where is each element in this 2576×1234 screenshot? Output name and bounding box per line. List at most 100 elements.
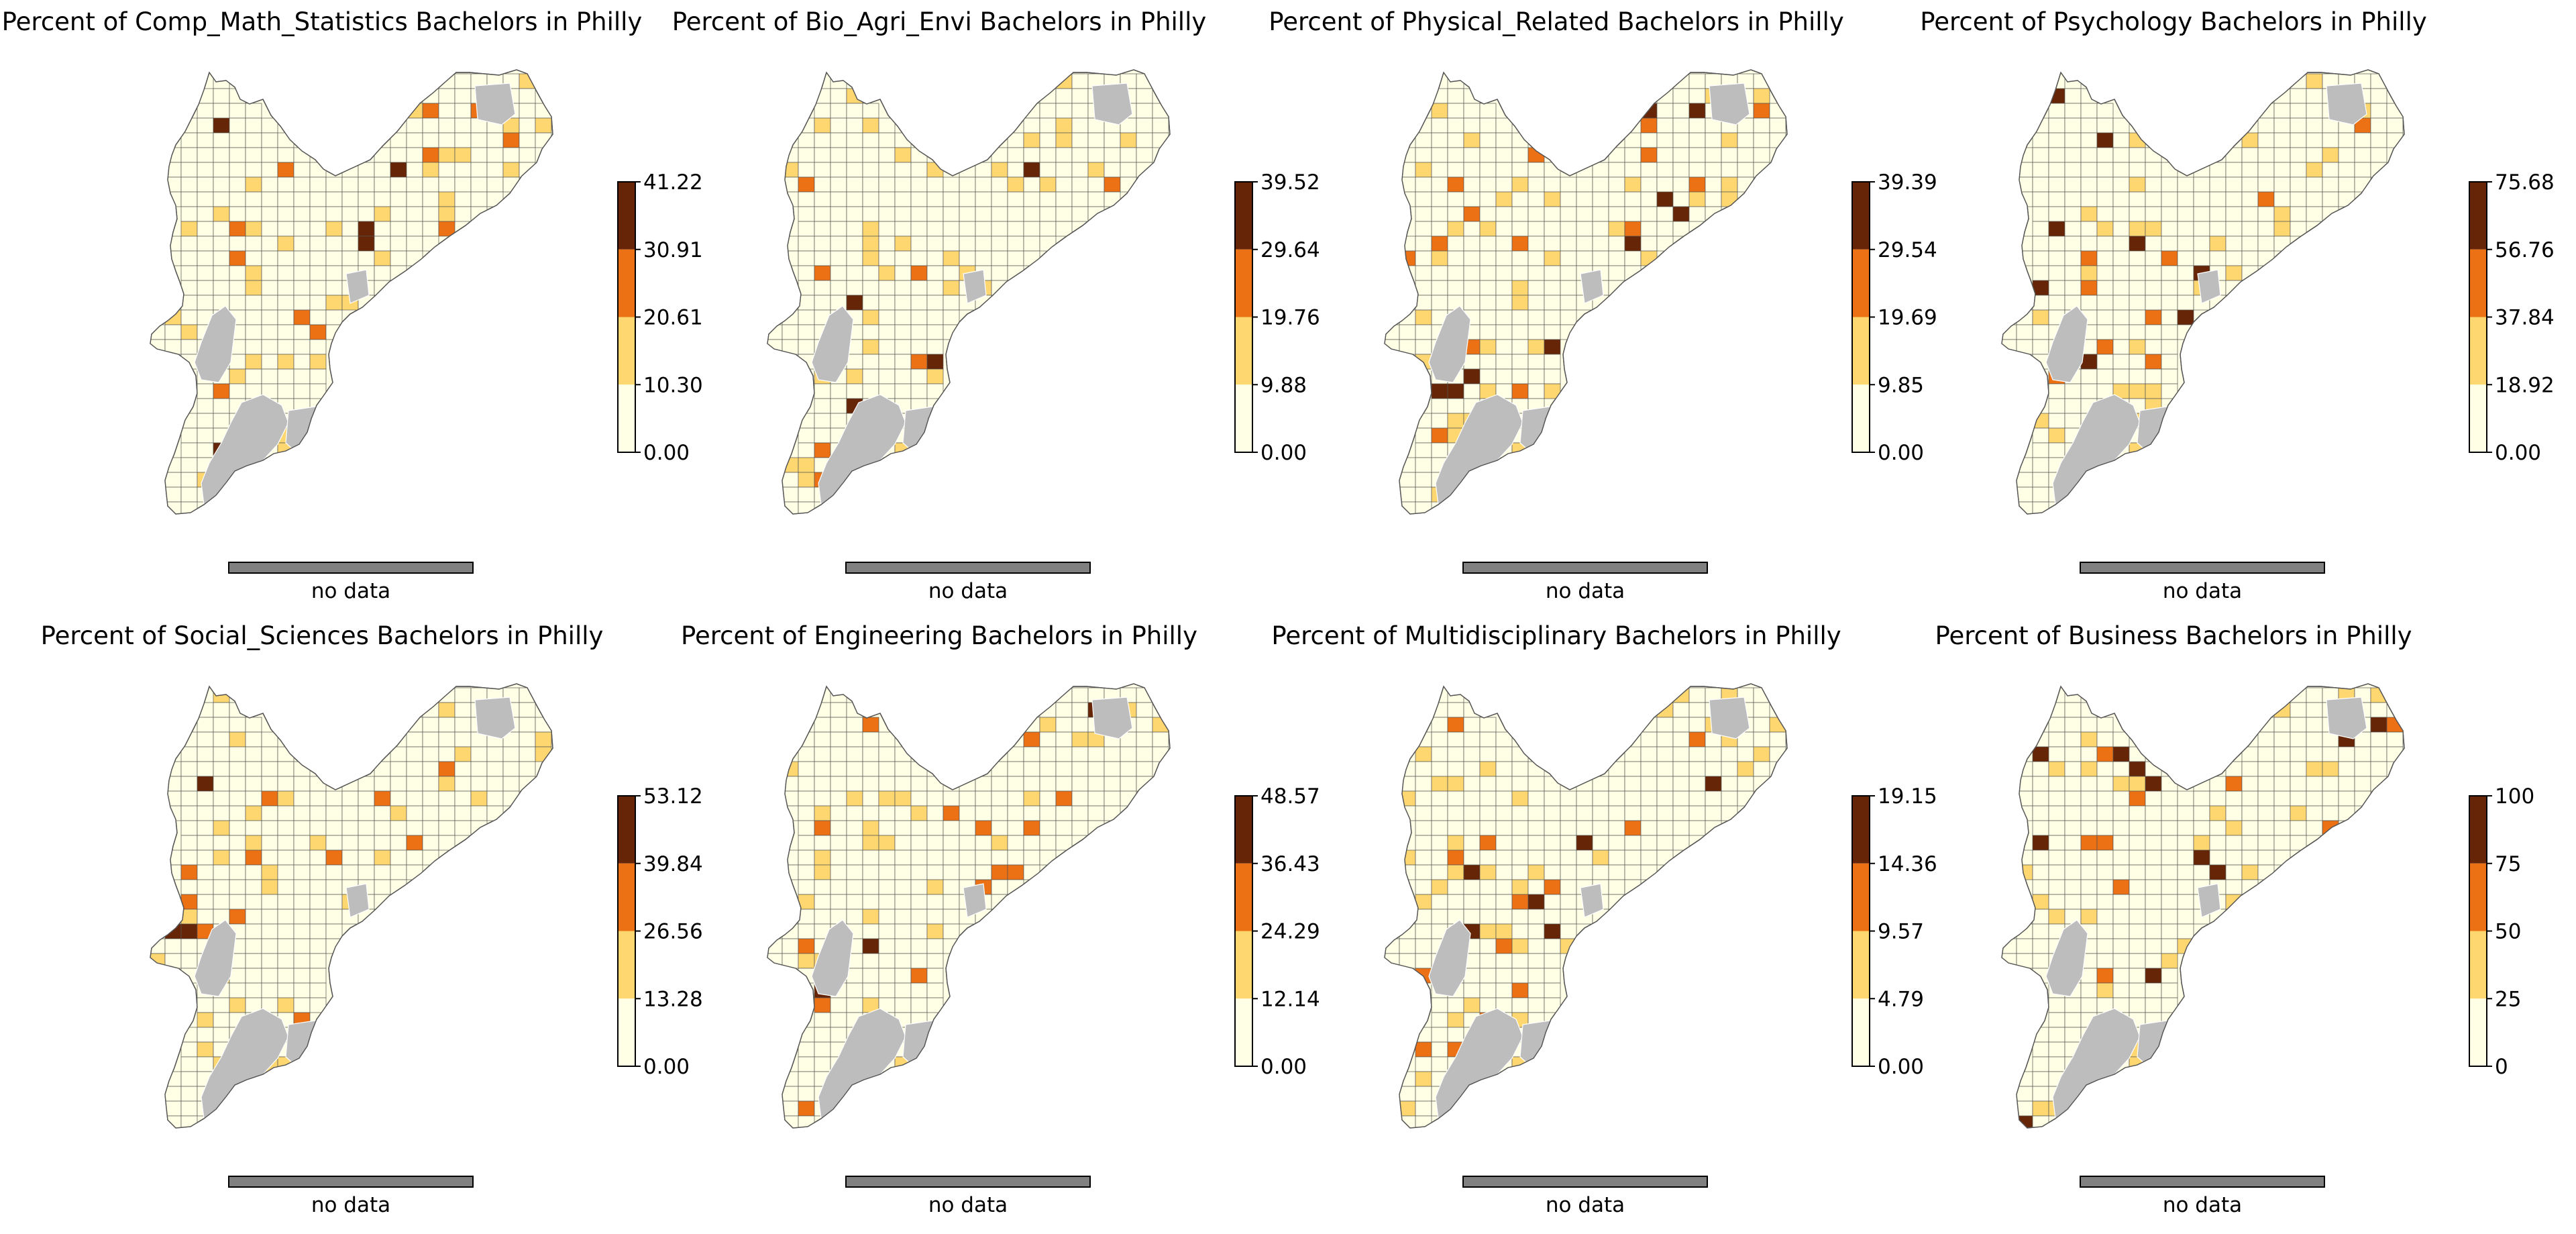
no-data-area bbox=[2326, 83, 2367, 125]
panel-title: Percent of Bio_Agri_Envi Bachelors in Ph… bbox=[672, 7, 1207, 36]
no-data-label: no data bbox=[2162, 1193, 2243, 1217]
no-data-label: no data bbox=[1545, 579, 1625, 603]
colorbar-tick-label: 9.85 bbox=[1878, 373, 1924, 397]
colorbar-segment bbox=[618, 182, 635, 250]
tract bbox=[1055, 221, 1073, 237]
colorbar-tick-label: 53.12 bbox=[643, 784, 703, 809]
map-panel: Percent of Physical_Related Bachelors in… bbox=[1234, 0, 1937, 617]
colorbar-tick-label: 19.69 bbox=[1878, 306, 1937, 330]
no-data-swatch bbox=[2080, 1176, 2325, 1188]
colorbar-tick-label: 25 bbox=[2495, 987, 2521, 1011]
colorbar-segment bbox=[2469, 384, 2487, 452]
colorbar-segment bbox=[1235, 182, 1252, 250]
colorbar-segment bbox=[618, 249, 635, 317]
colorbar: 41.22 30.91 20.61 10.30 0.00 bbox=[617, 170, 703, 465]
colorbar-segment bbox=[2469, 931, 2487, 999]
no-data-area bbox=[474, 697, 516, 739]
colorbar-segment bbox=[1235, 317, 1252, 385]
map-panel: Percent of Engineering Bachelors in Phil… bbox=[617, 614, 1320, 1231]
no-data-area bbox=[345, 269, 370, 304]
no-data-area bbox=[1709, 83, 1750, 125]
tract bbox=[1544, 383, 1561, 399]
map-panel: Percent of Psychology Bachelors in Phill… bbox=[1851, 0, 2555, 617]
panel-title: Percent of Physical_Related Bachelors in… bbox=[1269, 7, 1844, 36]
no-data-area bbox=[1428, 305, 1471, 383]
colorbar-segment bbox=[1235, 384, 1252, 452]
choropleth-map bbox=[2001, 69, 2405, 515]
choropleth-map bbox=[1384, 69, 1788, 515]
colorbar-tick-label: 0.00 bbox=[1878, 441, 1924, 465]
no-data-swatch bbox=[845, 1176, 1091, 1188]
colorbar-tick-label: 13.28 bbox=[643, 987, 703, 1011]
choropleth-map bbox=[150, 69, 553, 515]
colorbar-segment bbox=[618, 317, 635, 385]
colorbar: 100 75 50 25 0 bbox=[2469, 784, 2534, 1079]
colorbar-tick-label: 19.76 bbox=[1260, 306, 1320, 330]
no-data-label: no data bbox=[1545, 1193, 1625, 1217]
colorbar-tick-label: 29.64 bbox=[1260, 238, 1320, 262]
colorbar: 75.68 56.76 37.84 18.92 0.00 bbox=[2469, 170, 2555, 465]
no-data-area bbox=[1091, 83, 1133, 125]
no-data-swatch bbox=[1462, 562, 1708, 574]
panel-title: Percent of Engineering Bachelors in Phil… bbox=[681, 621, 1197, 650]
no-data-area bbox=[1580, 269, 1604, 304]
map-panel: Percent of Bio_Agri_Envi Bachelors in Ph… bbox=[617, 0, 1320, 617]
colorbar-tick-label: 30.91 bbox=[643, 238, 703, 262]
no-data-area bbox=[194, 305, 237, 383]
tract bbox=[438, 835, 455, 851]
colorbar-segment bbox=[2469, 998, 2487, 1066]
no-data-label: no data bbox=[311, 579, 391, 603]
city-border bbox=[150, 69, 553, 515]
colorbar-tick-label: 0.00 bbox=[643, 441, 690, 465]
city-border bbox=[2001, 69, 2405, 515]
no-data-area bbox=[811, 305, 854, 383]
no-data-label: no data bbox=[928, 579, 1008, 603]
tract bbox=[1055, 835, 1073, 851]
colorbar-segment bbox=[618, 863, 635, 931]
colorbar-tick-label: 0.00 bbox=[643, 1055, 690, 1079]
colorbar-tick-label: 9.88 bbox=[1260, 373, 1307, 397]
no-data-swatch bbox=[228, 562, 474, 574]
no-data-label: no data bbox=[928, 1193, 1008, 1217]
colorbar-segment bbox=[1852, 317, 1870, 385]
tract bbox=[2161, 383, 2178, 399]
no-data-area bbox=[2045, 305, 2088, 383]
colorbar-tick-label: 0.00 bbox=[1260, 441, 1307, 465]
no-data-label: no data bbox=[2162, 579, 2243, 603]
choropleth-map bbox=[150, 683, 553, 1129]
tract bbox=[438, 221, 455, 237]
colorbar-tick-label: 18.92 bbox=[2495, 373, 2555, 397]
map-panel: Percent of Multidisciplinary Bachelors i… bbox=[1234, 614, 1937, 1231]
colorbar-segment bbox=[618, 931, 635, 999]
colorbar-tick-label: 10.30 bbox=[643, 373, 703, 397]
colorbar: 39.39 29.54 19.69 9.85 0.00 bbox=[1851, 170, 1937, 465]
choropleth-map bbox=[767, 683, 1171, 1129]
tract bbox=[309, 997, 327, 1013]
colorbar-segment bbox=[2469, 182, 2487, 250]
map-panel: Percent of Social_Sciences Bachelors in … bbox=[0, 614, 703, 1231]
city-border bbox=[150, 683, 553, 1129]
panel-title: Percent of Comp_Math_Statistics Bachelor… bbox=[1, 7, 643, 36]
choropleth-map bbox=[767, 69, 1171, 515]
no-data-area bbox=[194, 919, 237, 997]
colorbar-tick-label: 41.22 bbox=[643, 170, 703, 195]
colorbar-segment bbox=[1852, 384, 1870, 452]
colorbar-tick-label: 75 bbox=[2495, 852, 2521, 876]
city-border bbox=[1384, 69, 1788, 515]
no-data-area bbox=[474, 83, 516, 125]
colorbar-segment bbox=[1235, 249, 1252, 317]
no-data-swatch bbox=[2080, 562, 2325, 574]
colorbar-tick-label: 39.52 bbox=[1260, 170, 1320, 195]
colorbar-tick-label: 20.61 bbox=[643, 306, 703, 330]
no-data-swatch bbox=[228, 1176, 474, 1188]
colorbar: 53.12 39.84 26.56 13.28 0.00 bbox=[617, 784, 703, 1079]
colorbar-tick-label: 39.39 bbox=[1878, 170, 1937, 195]
no-data-area bbox=[963, 269, 987, 304]
colorbar-tick-label: 0 bbox=[2495, 1055, 2508, 1079]
colorbar-tick-label: 26.56 bbox=[643, 920, 703, 944]
map-panel: Percent of Business Bachelors in Philly … bbox=[1851, 614, 2534, 1231]
colorbar-segment bbox=[2469, 317, 2487, 385]
